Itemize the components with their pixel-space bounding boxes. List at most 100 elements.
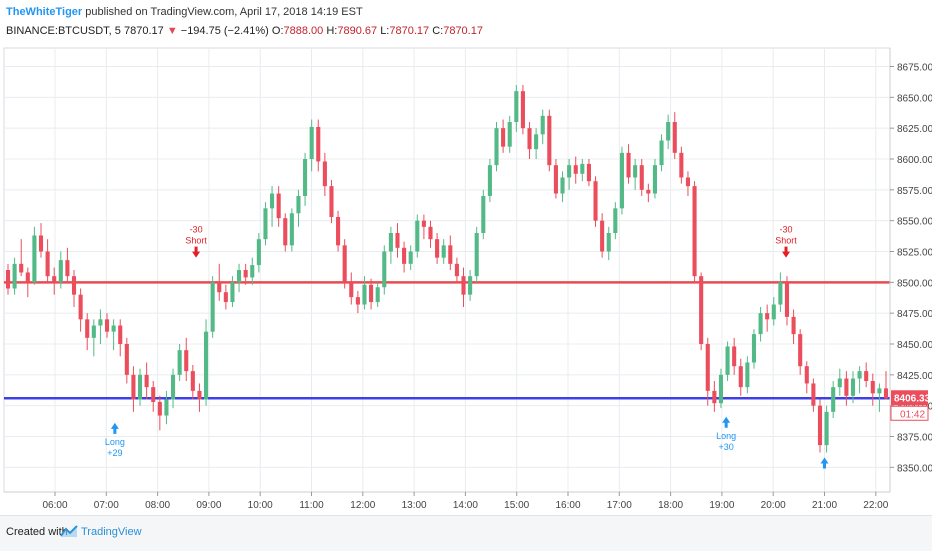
candle-body [454, 263, 459, 277]
time-tick-label: 14:00 [453, 500, 478, 511]
change-down-icon: ▼ [166, 25, 178, 37]
publication-line: TheWhiteTiger published on TradingView.c… [6, 6, 363, 18]
price-tick-label: 8350.00 [897, 463, 932, 474]
price-axis[interactable]: 8675.00 8650.00 8625.00 8600.00 8575.00 8550.… [889, 48, 932, 492]
candle-body [203, 331, 209, 400]
candle-body [230, 282, 235, 303]
price-change: −194.75 (−2.41%) [180, 25, 269, 37]
tradingview-logo-icon[interactable] [60, 524, 78, 538]
time-tick-label: 17:00 [607, 500, 632, 511]
candle-body [111, 325, 116, 332]
price-tick-label: 8450.00 [897, 340, 932, 351]
candle-body [580, 163, 585, 174]
candle-body [659, 140, 664, 166]
time-tick-label: 15:00 [504, 500, 529, 511]
candle-body [78, 294, 83, 320]
time-tick-label: 09:00 [196, 500, 221, 511]
symbol-info-line: BINANCE:BTCUSDT, 5 7870.17 ▼ −194.75 (−2… [6, 25, 483, 37]
price-tick-label: 8500.00 [897, 278, 932, 289]
candle-body [5, 270, 11, 289]
candle-body [52, 276, 57, 283]
candle-body [38, 235, 44, 252]
candle-body [474, 233, 479, 277]
close-label: C: [432, 25, 444, 37]
high-label: H: [326, 25, 338, 37]
countdown-badge [890, 405, 929, 421]
candle-body [256, 239, 261, 266]
time-tick-label: 20:00 [761, 500, 786, 511]
candle-body [243, 270, 248, 278]
candle-body [613, 208, 618, 233]
candle-body [487, 165, 492, 196]
candle-body [428, 226, 433, 240]
candle-body [837, 378, 842, 388]
candle-body [857, 371, 862, 379]
price-tick-label: 8650.00 [897, 93, 932, 104]
candle-body [567, 165, 572, 178]
candle-body [276, 193, 281, 219]
candle-body [309, 126, 314, 159]
candle-body [606, 233, 611, 252]
short-label: Short [775, 236, 797, 246]
candle-body [883, 388, 889, 399]
candle-body [824, 411, 829, 446]
candle-body [547, 115, 552, 166]
candle-body [765, 313, 770, 320]
candle-body [362, 284, 367, 305]
candle-body [626, 152, 631, 178]
candle-body [758, 313, 763, 335]
time-tick-label: 19:00 [709, 500, 734, 511]
candle-body [593, 181, 598, 221]
candle-body [494, 128, 499, 166]
candle-body [144, 374, 149, 388]
candle-body [210, 282, 215, 332]
price-tick-label: 8525.00 [897, 248, 932, 259]
candle-body [540, 115, 545, 135]
long-arrow-icon [722, 416, 731, 428]
candle-body [197, 390, 202, 400]
candle-body [600, 220, 605, 252]
candle-body [316, 126, 321, 162]
candle-body [336, 216, 341, 246]
last-price-label: 8406.33 [894, 393, 931, 404]
short-arrow-icon [782, 246, 791, 258]
candle-body [296, 196, 301, 214]
candle-body [461, 276, 466, 295]
candle-body [104, 319, 110, 332]
author-link[interactable]: TheWhiteTiger [6, 6, 83, 18]
close-value: 7870.17 [443, 25, 483, 37]
candle-body [190, 371, 195, 391]
short-label: Short [185, 236, 207, 246]
candle-body [712, 390, 717, 404]
candle-body [705, 344, 710, 391]
candle-body [804, 366, 809, 384]
time-axis[interactable]: 06:00 07:00 08:00 09:00 10:00 11:00 12:00 13:00… [4, 491, 890, 511]
candle-body [395, 233, 400, 248]
time-tick-label: 10:00 [248, 500, 273, 511]
candle-body [441, 245, 446, 258]
candle-body [151, 387, 156, 402]
candle-body [732, 346, 737, 367]
long-label: Long [105, 437, 125, 447]
candle-body [679, 152, 684, 178]
candle-body [217, 282, 222, 293]
candle-body [184, 350, 189, 372]
candle-body [685, 177, 691, 187]
low-value: 7870.17 [389, 25, 430, 37]
tradingview-brand[interactable]: TradingView [81, 526, 142, 538]
candle-body [329, 186, 334, 217]
created-with-label: Created with [6, 526, 68, 538]
time-tick-label: 21:00 [812, 500, 837, 511]
time-tick-label: 22:00 [863, 500, 888, 511]
candle-body [19, 263, 24, 273]
candle-body [619, 152, 624, 209]
time-tick-label: 16:00 [555, 500, 580, 511]
candle-body [514, 91, 519, 122]
time-tick-label: 08:00 [145, 500, 170, 511]
candle-body [811, 383, 816, 406]
plot-area[interactable] [3, 47, 891, 493]
candle-body [164, 399, 169, 416]
footer: Created with TradingView [0, 515, 932, 551]
